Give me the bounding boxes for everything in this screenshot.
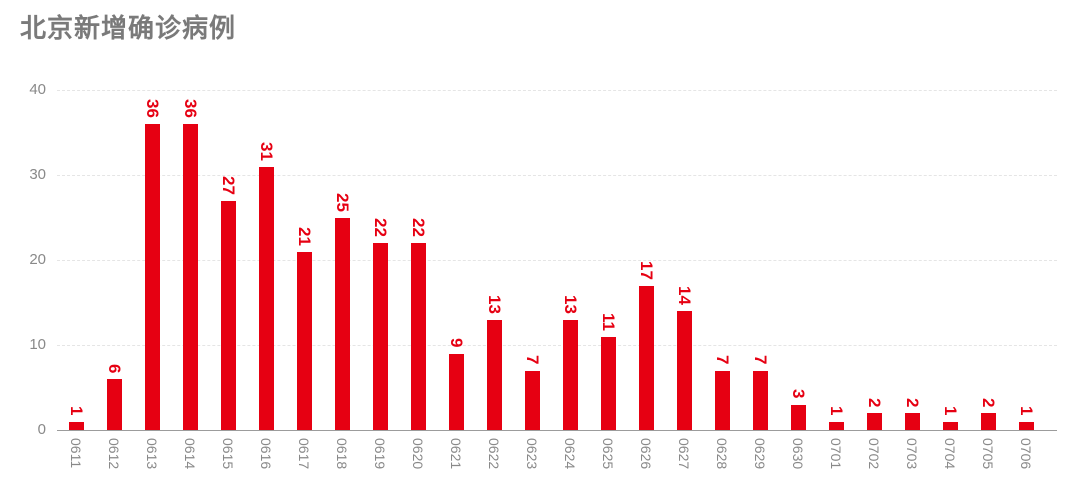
bar-value-label-0623: 7 xyxy=(523,355,542,365)
y-tick-label-0: 0 xyxy=(37,421,46,438)
bar-value-label-0618: 25 xyxy=(333,192,352,212)
bar-0624 xyxy=(562,319,578,430)
bar-0706 xyxy=(1018,421,1034,430)
bar-value-label-0619: 22 xyxy=(371,218,390,237)
bar-0703 xyxy=(904,413,920,430)
bar-value-label-0614: 36 xyxy=(181,99,200,118)
bar-0625 xyxy=(600,336,616,430)
bar-0705 xyxy=(980,413,996,430)
x-tick-label-0704: 0704 xyxy=(942,438,958,470)
x-tick-label-0613: 0613 xyxy=(144,438,160,470)
bar-value-label-0628: 7 xyxy=(713,355,732,365)
gridline-y40 xyxy=(57,90,1057,91)
gridline-y30 xyxy=(57,175,1057,176)
bar-0701 xyxy=(828,421,844,430)
bar-0621 xyxy=(448,353,464,430)
x-tick-label-0623: 0623 xyxy=(524,438,540,470)
bar-0623 xyxy=(524,370,540,430)
bar-value-label-0620: 22 xyxy=(409,218,428,237)
x-tick-label-0618: 0618 xyxy=(334,438,350,470)
bar-value-label-0702: 2 xyxy=(865,397,884,407)
bar-0619 xyxy=(372,243,388,430)
chart-title: 北京新增确诊病例 xyxy=(20,13,237,43)
x-tick-label-0614: 0614 xyxy=(182,438,198,470)
y-tick-label-10: 10 xyxy=(29,336,46,353)
bar-value-label-0611: 1 xyxy=(67,406,86,416)
x-tick-label-0626: 0626 xyxy=(638,438,654,470)
x-tick-label-0624: 0624 xyxy=(562,438,578,470)
gridline-y20 xyxy=(57,260,1057,261)
bar-value-label-0629: 7 xyxy=(751,355,770,365)
bar-value-label-0705: 2 xyxy=(979,397,998,407)
x-tick-label-0621: 0621 xyxy=(448,438,464,470)
bar-0620 xyxy=(410,243,426,430)
x-tick-label-0622: 0622 xyxy=(486,438,502,470)
bar-0616 xyxy=(258,166,274,430)
bar-value-label-0622: 13 xyxy=(485,294,504,314)
bar-value-label-0616: 31 xyxy=(257,141,276,161)
bar-0704 xyxy=(942,421,958,430)
bar-0630 xyxy=(790,404,806,430)
bar-value-label-0627: 14 xyxy=(675,286,694,305)
bar-value-label-0612: 6 xyxy=(105,363,124,373)
bar-0628 xyxy=(714,370,730,430)
bar-value-label-0624: 13 xyxy=(561,294,580,314)
x-tick-label-0620: 0620 xyxy=(410,438,426,470)
bar-value-label-0617: 21 xyxy=(295,226,314,246)
x-tick-label-0628: 0628 xyxy=(714,438,730,470)
bar-0622 xyxy=(486,319,502,430)
x-tick-label-0615: 0615 xyxy=(220,438,236,470)
x-tick-label-0701: 0701 xyxy=(828,438,844,470)
bar-0629 xyxy=(752,370,768,430)
x-tick-label-0617: 0617 xyxy=(296,438,312,470)
bar-0615 xyxy=(220,200,236,430)
bar-value-label-0701: 1 xyxy=(827,406,846,416)
bar-value-label-0706: 1 xyxy=(1017,406,1036,416)
x-tick-label-0630: 0630 xyxy=(790,438,806,470)
x-tick-label-0629: 0629 xyxy=(752,438,768,470)
x-tick-label-0619: 0619 xyxy=(372,438,388,470)
bar-0702 xyxy=(866,413,882,430)
bar-0618 xyxy=(334,217,350,430)
bar-0626 xyxy=(638,285,654,430)
x-tick-label-0612: 0612 xyxy=(106,438,122,470)
bar-value-label-0615: 27 xyxy=(219,175,238,195)
bar-0627 xyxy=(676,311,692,430)
x-tick-label-0616: 0616 xyxy=(258,438,274,470)
bar-value-label-0621: 9 xyxy=(447,338,466,348)
y-tick-label-30: 30 xyxy=(29,166,46,183)
bar-value-label-0626: 17 xyxy=(637,260,656,280)
bar-0617 xyxy=(296,251,312,430)
bar-0612 xyxy=(106,379,122,430)
gridline-y10 xyxy=(57,345,1057,346)
x-axis-line xyxy=(57,430,1057,431)
bar-value-label-0625: 11 xyxy=(599,312,618,331)
x-tick-label-0705: 0705 xyxy=(980,438,996,470)
x-tick-label-0702: 0702 xyxy=(866,438,882,470)
bar-0613 xyxy=(144,124,160,430)
x-tick-label-0706: 0706 xyxy=(1018,438,1034,470)
bar-0614 xyxy=(182,124,198,430)
x-tick-label-0627: 0627 xyxy=(676,438,692,470)
x-tick-label-0611: 0611 xyxy=(68,438,84,469)
y-tick-label-20: 20 xyxy=(29,251,46,268)
bar-value-label-0703: 2 xyxy=(903,397,922,407)
bar-value-label-0704: 1 xyxy=(941,406,960,416)
bar-value-label-0630: 3 xyxy=(789,389,808,399)
y-tick-label-40: 40 xyxy=(29,81,46,98)
x-tick-label-0703: 0703 xyxy=(904,438,920,470)
bar-value-label-0613: 36 xyxy=(143,99,162,118)
bar-0611 xyxy=(68,421,84,430)
x-tick-label-0625: 0625 xyxy=(600,438,616,470)
